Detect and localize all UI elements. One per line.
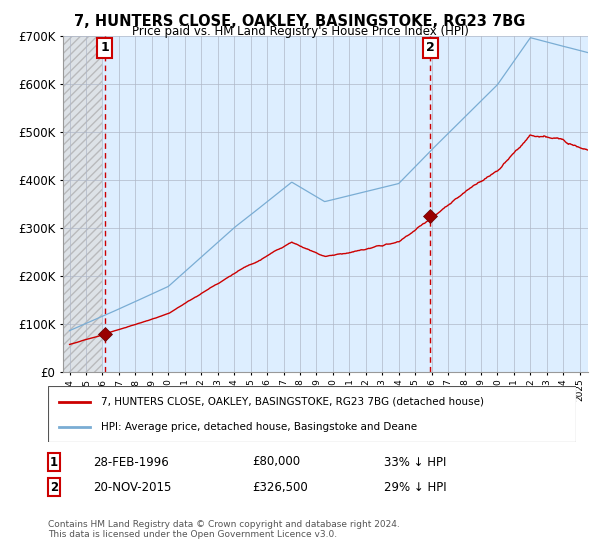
Bar bbox=[103, 36, 588, 372]
Text: 2: 2 bbox=[50, 480, 58, 494]
Text: 7, HUNTERS CLOSE, OAKLEY, BASINGSTOKE, RG23 7BG: 7, HUNTERS CLOSE, OAKLEY, BASINGSTOKE, R… bbox=[74, 14, 526, 29]
Text: 28-FEB-1996: 28-FEB-1996 bbox=[93, 455, 169, 469]
Text: 1: 1 bbox=[101, 41, 109, 54]
Bar bbox=[63, 36, 103, 372]
FancyBboxPatch shape bbox=[48, 386, 576, 442]
Text: £80,000: £80,000 bbox=[252, 455, 300, 469]
Text: 20-NOV-2015: 20-NOV-2015 bbox=[93, 480, 172, 494]
Text: 1: 1 bbox=[50, 455, 58, 469]
Text: 29% ↓ HPI: 29% ↓ HPI bbox=[384, 480, 446, 494]
Text: Contains HM Land Registry data © Crown copyright and database right 2024.
This d: Contains HM Land Registry data © Crown c… bbox=[48, 520, 400, 539]
Text: 33% ↓ HPI: 33% ↓ HPI bbox=[384, 455, 446, 469]
Text: £326,500: £326,500 bbox=[252, 480, 308, 494]
Text: 2: 2 bbox=[425, 41, 434, 54]
Text: HPI: Average price, detached house, Basingstoke and Deane: HPI: Average price, detached house, Basi… bbox=[101, 422, 417, 432]
Text: 7, HUNTERS CLOSE, OAKLEY, BASINGSTOKE, RG23 7BG (detached house): 7, HUNTERS CLOSE, OAKLEY, BASINGSTOKE, R… bbox=[101, 396, 484, 407]
Text: Price paid vs. HM Land Registry's House Price Index (HPI): Price paid vs. HM Land Registry's House … bbox=[131, 25, 469, 38]
